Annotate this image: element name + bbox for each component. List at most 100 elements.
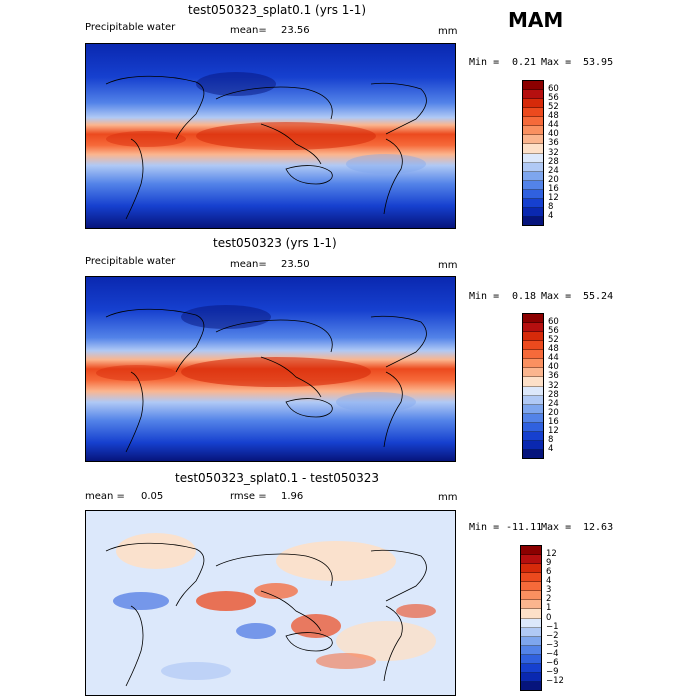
- panel1-coastlines: [105, 75, 427, 220]
- colorbar-swatch: [523, 314, 543, 324]
- colorbar-swatch: [521, 582, 541, 592]
- panel3-min-value: -11.11: [506, 522, 543, 533]
- panel3-map: [85, 510, 456, 696]
- colorbar-tick-label: 4: [548, 444, 554, 455]
- colorbar-swatch: [523, 216, 543, 225]
- colorbar-swatch: [523, 377, 543, 387]
- colorbar-swatch: [523, 341, 543, 351]
- panel1-max-label: Max =: [541, 57, 572, 68]
- colorbar-tick-label: 36: [548, 371, 559, 382]
- panel2-mean-value: 23.50: [281, 259, 310, 270]
- panel1-mean-value: 23.56: [281, 25, 310, 36]
- colorbar-swatch: [521, 573, 541, 583]
- colorbar-tick-label: 3: [546, 585, 552, 596]
- panel3-map-field: [86, 511, 455, 695]
- colorbar-swatch: [523, 359, 543, 369]
- colorbar-tick-label: 28: [548, 156, 559, 167]
- colorbar-tick-label: 12: [548, 193, 559, 204]
- colorbar-tick-label: 0: [546, 612, 552, 623]
- panel1-max-value: 53.95: [583, 57, 614, 68]
- panel1-colorbar: [522, 80, 544, 226]
- colorbar-swatch: [521, 636, 541, 646]
- colorbar-tick-label: 56: [548, 325, 559, 336]
- colorbar-swatch: [521, 555, 541, 565]
- season-label: MAM: [508, 8, 564, 32]
- panel3-max-value: 12.63: [583, 522, 614, 533]
- colorbar-tick-label: 52: [548, 334, 559, 345]
- panel3-rmse-label: rmse =: [230, 491, 267, 502]
- colorbar-tick-label: −4: [546, 649, 559, 659]
- panel2-coastlines: [105, 308, 427, 453]
- colorbar-swatch: [521, 600, 541, 610]
- colorbar-swatch: [523, 207, 543, 217]
- colorbar-swatch: [521, 618, 541, 628]
- colorbar-swatch: [521, 546, 541, 556]
- colorbar-tick-label: 44: [548, 120, 559, 131]
- colorbar-swatch: [523, 117, 543, 127]
- panel2-colorbar: [522, 313, 544, 459]
- colorbar-swatch: [523, 395, 543, 405]
- colorbar-swatch: [523, 449, 543, 458]
- panel1-min-label: Min =: [469, 57, 500, 68]
- colorbar-swatch: [521, 564, 541, 574]
- colorbar-tick-label: 6: [546, 566, 552, 577]
- panel2-min-value: 0.18: [512, 291, 537, 302]
- colorbar-tick-label: 36: [548, 138, 559, 149]
- colorbar-swatch: [523, 171, 543, 181]
- colorbar-swatch: [521, 591, 541, 601]
- colorbar-swatch: [523, 404, 543, 414]
- colorbar-swatch: [523, 90, 543, 100]
- colorbar-tick-label: −3: [546, 639, 559, 650]
- colorbar-tick-label: 52: [548, 101, 559, 112]
- colorbar-tick-label: 32: [548, 147, 559, 158]
- panel3-rmse-value: 1.96: [281, 491, 304, 502]
- colorbar-tick-label: 8: [548, 435, 554, 446]
- colorbar-tick-label: −6: [546, 658, 559, 669]
- colorbar-tick-label: 20: [548, 174, 559, 185]
- panel2-colorbar-labels: 60 56 52 48 44 40 36 32 28 24 20 16 12 8 4: [548, 313, 588, 459]
- panel3-min-label: Min =: [469, 522, 500, 533]
- panel2-title: test050323 (yrs 1-1): [213, 236, 337, 250]
- panel2-min-label: Min =: [469, 291, 500, 302]
- colorbar-tick-label: 12: [548, 426, 559, 437]
- panel2-max-value: 55.24: [583, 291, 614, 302]
- colorbar-swatch: [521, 672, 541, 682]
- colorbar-swatch: [521, 645, 541, 655]
- panel1-map-field: [86, 44, 455, 228]
- colorbar-tick-label: 48: [548, 111, 559, 121]
- panel1-map: [85, 43, 456, 229]
- colorbar-tick-label: 24: [548, 165, 559, 176]
- panel2-mean-label: mean=: [230, 259, 267, 270]
- colorbar-tick-label: 4: [546, 576, 552, 586]
- panel3-mean-label: mean =: [85, 491, 125, 502]
- panel3-units: mm: [438, 492, 458, 503]
- colorbar-tick-label: −1: [546, 621, 559, 632]
- colorbar-swatch: [523, 332, 543, 342]
- colorbar-swatch: [523, 386, 543, 396]
- panel1-min-value: 0.21: [512, 57, 537, 68]
- colorbar-tick-label: 32: [548, 380, 559, 391]
- colorbar-swatch: [523, 126, 543, 136]
- panel2-map-field: [86, 277, 455, 461]
- colorbar-tick-label: 16: [548, 184, 559, 194]
- panel2-max-label: Max =: [541, 291, 572, 302]
- colorbar-swatch: [523, 189, 543, 199]
- colorbar-swatch: [521, 609, 541, 619]
- colorbar-tick-label: 16: [548, 417, 559, 427]
- colorbar-swatch: [523, 413, 543, 423]
- panel2-variable-label: Precipitable water: [85, 256, 176, 267]
- panel2-map: [85, 276, 456, 462]
- colorbar-tick-label: 12: [546, 548, 557, 559]
- panel3-colorbar-labels: 12 9 6 4 3 2 1 0 −1 −2 −3 −4 −6 −9 −12: [546, 545, 586, 691]
- panel2-units: mm: [438, 260, 458, 271]
- panel3-title: test050323_splat0.1 - test050323: [175, 471, 380, 485]
- colorbar-swatch: [523, 153, 543, 163]
- colorbar-tick-label: 28: [548, 389, 559, 400]
- colorbar-tick-label: 4: [548, 211, 554, 222]
- colorbar-swatch: [523, 81, 543, 91]
- colorbar-tick-label: 24: [548, 398, 559, 409]
- colorbar-tick-label: −2: [546, 630, 559, 641]
- colorbar-tick-label: 2: [546, 594, 552, 605]
- colorbar-tick-label: 56: [548, 92, 559, 103]
- panel1-colorbar-labels: 60 56 52 48 44 40 36 32 28 24 20 16 12 8 4: [548, 80, 588, 226]
